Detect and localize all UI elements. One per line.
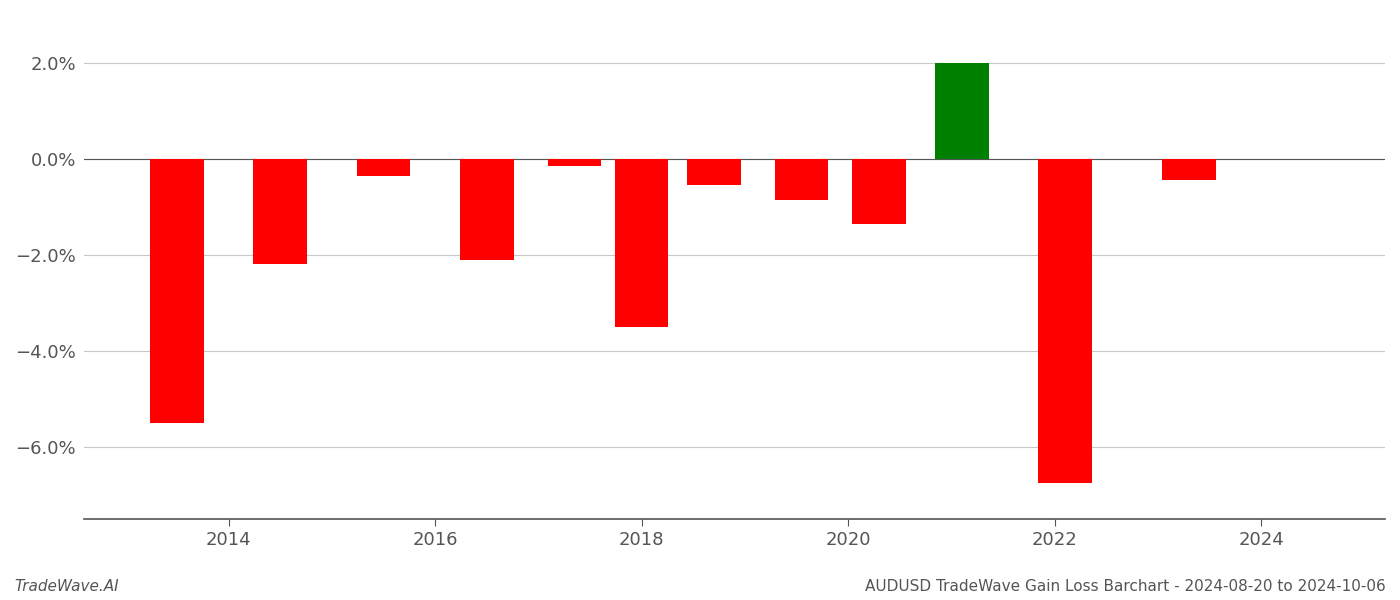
Text: TradeWave.AI: TradeWave.AI	[14, 579, 119, 594]
Bar	[853, 159, 906, 224]
Bar	[253, 159, 307, 265]
Bar	[461, 159, 514, 260]
Bar	[150, 159, 204, 422]
Bar	[687, 159, 741, 185]
Bar	[357, 159, 410, 176]
Text: AUDUSD TradeWave Gain Loss Barchart - 2024-08-20 to 2024-10-06: AUDUSD TradeWave Gain Loss Barchart - 20…	[865, 579, 1386, 594]
Bar	[774, 159, 829, 200]
Bar	[615, 159, 668, 326]
Bar	[547, 159, 602, 166]
Bar	[1162, 159, 1215, 181]
Bar	[1037, 159, 1092, 482]
Bar	[935, 63, 988, 159]
